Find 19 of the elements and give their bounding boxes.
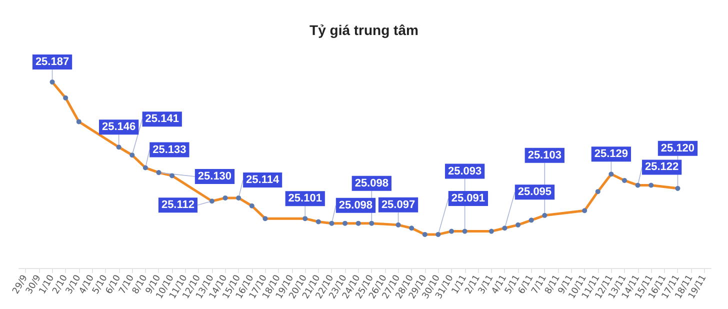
data-label: 25.093 — [448, 165, 482, 178]
data-label: 25.141 — [145, 113, 179, 126]
data-label: 25.130 — [198, 170, 232, 183]
data-label: 25.187 — [35, 56, 70, 68]
data-label: 25.129 — [594, 148, 628, 160]
data-label: 25.098 — [338, 199, 373, 212]
chart-title: Tỷ giá trung tâm — [310, 22, 418, 38]
data-label: 25.146 — [102, 121, 136, 134]
data-label: 25.122 — [644, 161, 679, 174]
data-label: 25.097 — [381, 198, 416, 211]
data-label: 25.101 — [288, 192, 322, 205]
data-label: 25.103 — [528, 149, 562, 162]
data-label: 25.098 — [354, 177, 388, 190]
data-label: 25.120 — [660, 142, 695, 154]
data-label: 25.091 — [451, 192, 486, 204]
data-label: 25.133 — [152, 144, 186, 156]
data-label: 25.114 — [246, 174, 280, 186]
data-label: 25.112 — [161, 199, 194, 212]
data-label: 25.095 — [518, 186, 552, 198]
